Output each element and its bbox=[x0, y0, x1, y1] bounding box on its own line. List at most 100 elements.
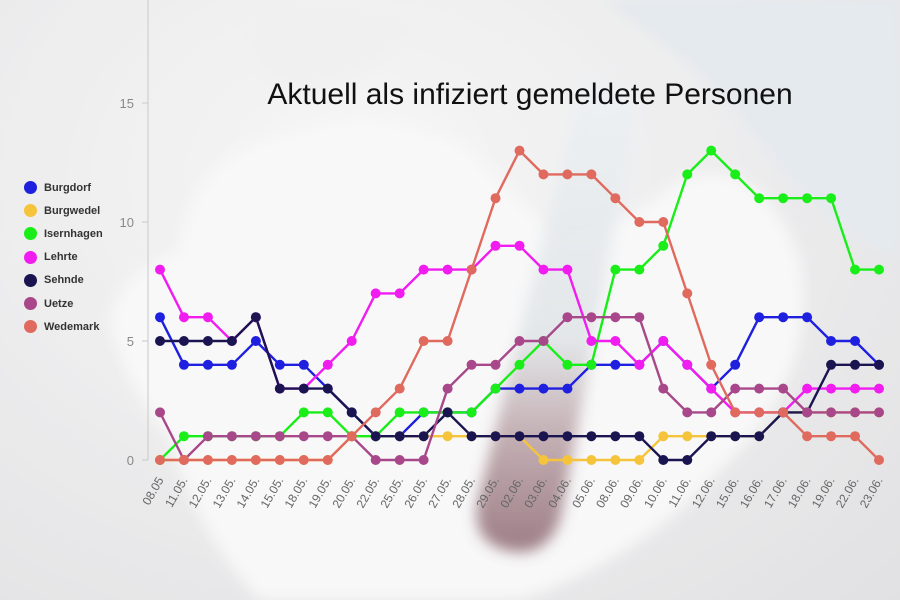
data-point-lehrte bbox=[370, 288, 381, 299]
data-point-burgdorf bbox=[538, 383, 549, 394]
data-point-lehrte bbox=[850, 383, 861, 394]
data-point-isernhagen bbox=[298, 407, 309, 418]
data-point-isernhagen bbox=[802, 193, 813, 204]
x-tick-labels: 08.0511.05.12.05.13.05.14.05.15.05.18.05… bbox=[139, 474, 885, 510]
x-tick-label: 28.05. bbox=[449, 475, 478, 511]
data-point-uetze bbox=[658, 383, 669, 394]
x-tick-label: 18.05. bbox=[282, 475, 311, 511]
data-point-lehrte bbox=[802, 383, 813, 394]
y-tick-label: 10 bbox=[120, 215, 134, 230]
x-tick-label: 20.05. bbox=[330, 475, 359, 511]
data-point-burgdorf bbox=[274, 359, 285, 370]
x-tick-label: 12.06. bbox=[689, 475, 718, 511]
series-line-burgdorf bbox=[158, 316, 880, 438]
data-point-sehnde bbox=[442, 407, 453, 418]
data-point-isernhagen bbox=[586, 359, 597, 370]
legend-item-uetze: Uetze bbox=[24, 292, 103, 315]
data-point-uetze bbox=[610, 312, 621, 323]
data-point-lehrte bbox=[826, 383, 837, 394]
data-point-sehnde bbox=[610, 431, 621, 442]
data-point-lehrte bbox=[634, 359, 645, 370]
data-point-isernhagen bbox=[682, 169, 693, 180]
data-point-isernhagen bbox=[418, 407, 429, 418]
legend-label: Burgwedel bbox=[44, 204, 101, 217]
x-tick-label: 13.05. bbox=[210, 475, 239, 511]
data-point-uetze bbox=[874, 407, 884, 418]
x-tick-label: 25.05. bbox=[377, 475, 406, 511]
x-tick-label: 19.06. bbox=[809, 475, 838, 511]
data-point-burgdorf bbox=[562, 383, 573, 394]
data-point-wedemark bbox=[658, 217, 669, 227]
data-point-sehnde bbox=[730, 431, 741, 442]
data-point-wedemark bbox=[226, 455, 237, 465]
x-tick-label: 05.06. bbox=[569, 475, 598, 511]
y-tick-labels: 0 5 10 15 bbox=[120, 96, 148, 468]
data-point-uetze bbox=[850, 407, 861, 418]
data-point-lehrte bbox=[202, 312, 213, 323]
data-point-lehrte bbox=[874, 383, 884, 394]
data-point-isernhagen bbox=[706, 145, 717, 156]
data-point-lehrte bbox=[610, 336, 621, 346]
x-tick-label: 14.05. bbox=[234, 475, 263, 511]
data-point-sehnde bbox=[155, 336, 165, 346]
legend-label: Isernhagen bbox=[44, 227, 103, 240]
data-point-burgwedel bbox=[610, 455, 621, 465]
legend-label: Sehnde bbox=[44, 274, 84, 287]
data-point-uetze bbox=[370, 455, 381, 465]
data-point-uetze bbox=[274, 431, 285, 442]
data-point-sehnde bbox=[178, 336, 189, 346]
data-point-lehrte bbox=[586, 336, 597, 346]
legend-item-burgdorf: Burgdorf bbox=[24, 176, 103, 199]
series-lines bbox=[158, 149, 880, 462]
data-point-wedemark bbox=[178, 455, 189, 465]
data-point-uetze bbox=[394, 455, 405, 465]
data-point-sehnde bbox=[706, 431, 717, 442]
data-point-sehnde bbox=[586, 431, 597, 442]
data-point-wedemark bbox=[802, 431, 813, 442]
data-point-burgdorf bbox=[754, 312, 765, 323]
data-point-wedemark bbox=[274, 455, 285, 465]
data-point-isernhagen bbox=[778, 193, 789, 204]
data-point-lehrte bbox=[682, 359, 693, 370]
data-point-wedemark bbox=[682, 288, 693, 299]
data-point-wedemark bbox=[466, 264, 477, 275]
data-point-wedemark bbox=[250, 455, 261, 465]
data-point-wedemark bbox=[298, 455, 309, 465]
data-point-sehnde bbox=[634, 431, 645, 442]
series-points bbox=[155, 145, 884, 465]
x-tick-label: 10.06. bbox=[641, 475, 670, 511]
x-tick-label: 15.05. bbox=[258, 475, 287, 511]
data-point-uetze bbox=[514, 336, 525, 346]
data-point-uetze bbox=[226, 431, 237, 442]
data-point-lehrte bbox=[178, 312, 189, 323]
data-point-burgdorf bbox=[250, 336, 261, 346]
data-point-sehnde bbox=[394, 431, 405, 442]
x-tick-label: 15.06. bbox=[713, 475, 742, 511]
data-point-wedemark bbox=[322, 455, 333, 465]
x-tick-label: 23.06. bbox=[857, 475, 886, 511]
data-point-wedemark bbox=[634, 217, 645, 227]
data-point-burgwedel bbox=[442, 431, 453, 442]
data-point-sehnde bbox=[538, 431, 549, 442]
data-point-uetze bbox=[682, 407, 693, 418]
data-point-burgwedel bbox=[538, 455, 549, 465]
legend-marker-icon bbox=[24, 320, 37, 334]
data-point-isernhagen bbox=[874, 264, 884, 275]
data-point-uetze bbox=[802, 407, 813, 418]
data-point-uetze bbox=[826, 407, 837, 418]
data-point-uetze bbox=[538, 336, 549, 346]
data-point-lehrte bbox=[658, 336, 669, 346]
x-tick-label: 04.06. bbox=[545, 475, 574, 511]
legend-label: Wedemark bbox=[44, 320, 100, 333]
data-point-burgdorf bbox=[730, 359, 741, 370]
gloved-hand-shape bbox=[110, 0, 900, 600]
data-point-isernhagen bbox=[658, 240, 669, 251]
data-point-sehnde bbox=[370, 431, 381, 442]
data-point-burgdorf bbox=[514, 383, 525, 394]
legend-marker-icon bbox=[24, 297, 37, 311]
data-point-sehnde bbox=[202, 336, 213, 346]
data-point-uetze bbox=[298, 431, 309, 442]
data-point-isernhagen bbox=[754, 193, 765, 204]
data-point-wedemark bbox=[826, 431, 837, 442]
